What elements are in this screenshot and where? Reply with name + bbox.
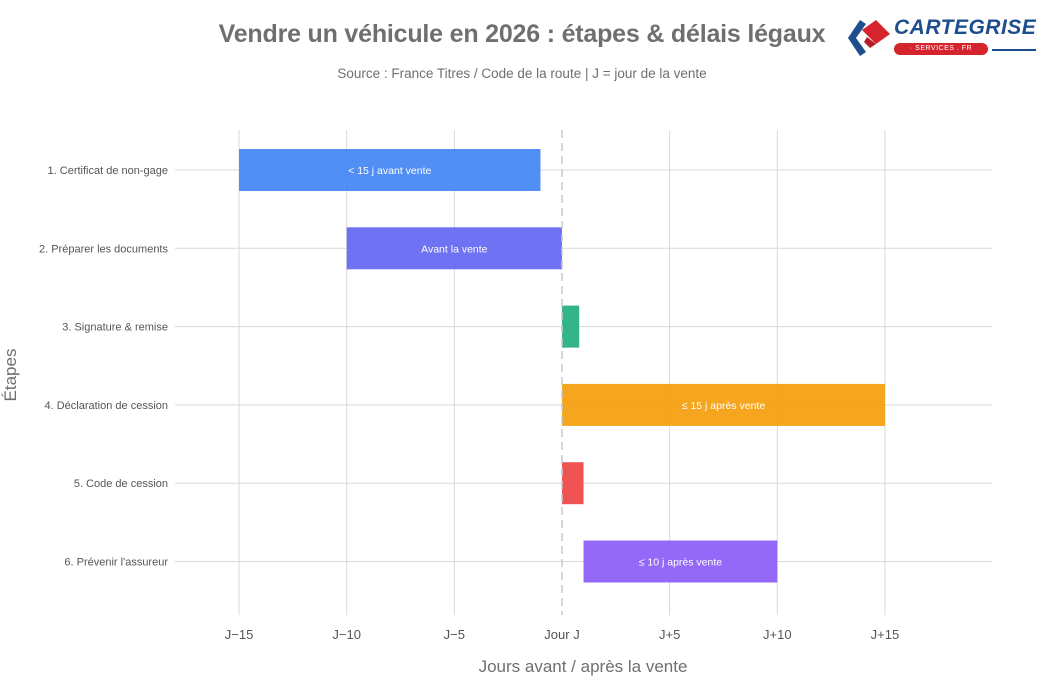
brand-logo[interactable]: CARTEGRISE · SERVICES . FR (846, 16, 1041, 60)
y-tick-label: 3. Signature & remise (62, 322, 168, 334)
bar-labels: < 15 j avant vente Avant la vente ≤ 15 j a… (348, 165, 765, 569)
y-tick-label: 1. Certificat de non-gage (48, 165, 168, 177)
brand-logo-icon (848, 20, 890, 56)
x-tick-label: J−5 (444, 627, 465, 642)
chart-title: Vendre un véhicule en 2026 : étapes & dé… (218, 20, 826, 48)
y-tick-labels: 1. Certificat de non-gage 2. Préparer les… (39, 165, 169, 569)
bar-label-1: < 15 j avant vente (348, 165, 431, 177)
brand-logo-name: CARTEGRISE (894, 16, 1037, 39)
x-tick-labels: J−15 J−10 J−5 Jour J J+5 J+10 J+15 (225, 627, 899, 642)
bar-label-2: Avant la vente (421, 243, 488, 255)
x-tick-label: J+10 (763, 627, 792, 642)
bar-label-4: ≤ 15 j après vente (682, 400, 766, 412)
x-tick-label: J−10 (332, 627, 361, 642)
x-tick-label: J+5 (659, 627, 680, 642)
brand-logo-underline (992, 49, 1036, 51)
x-tick-label: J+15 (871, 627, 900, 642)
bar-1[interactable] (239, 149, 541, 191)
bar-6[interactable] (583, 540, 778, 583)
bar-label-6: ≤ 10 j après vente (639, 557, 723, 569)
bar-4[interactable] (562, 383, 885, 426)
y-axis-title: Étapes (1, 349, 20, 402)
bar-2[interactable] (346, 227, 562, 270)
brand-logo-tagline: · SERVICES . FR (894, 43, 988, 55)
y-tick-label: 5. Code de cession (74, 478, 168, 490)
y-tick-label: 2. Préparer les documents (39, 243, 169, 255)
y-tick-label: 6. Prévenir l'assureur (64, 557, 168, 569)
x-tick-label: Jour J (544, 627, 579, 642)
bars (239, 149, 885, 583)
bar-5[interactable] (562, 462, 584, 505)
chart-subtitle: Source : France Titres / Code de la rout… (337, 66, 707, 81)
y-tick-label: 4. Déclaration de cession (44, 400, 168, 412)
vertical-gridlines (238, 130, 886, 615)
x-tick-label: J−15 (225, 627, 254, 642)
bar-3[interactable] (562, 305, 580, 348)
x-axis-title: Jours avant / après la vente (479, 657, 688, 676)
